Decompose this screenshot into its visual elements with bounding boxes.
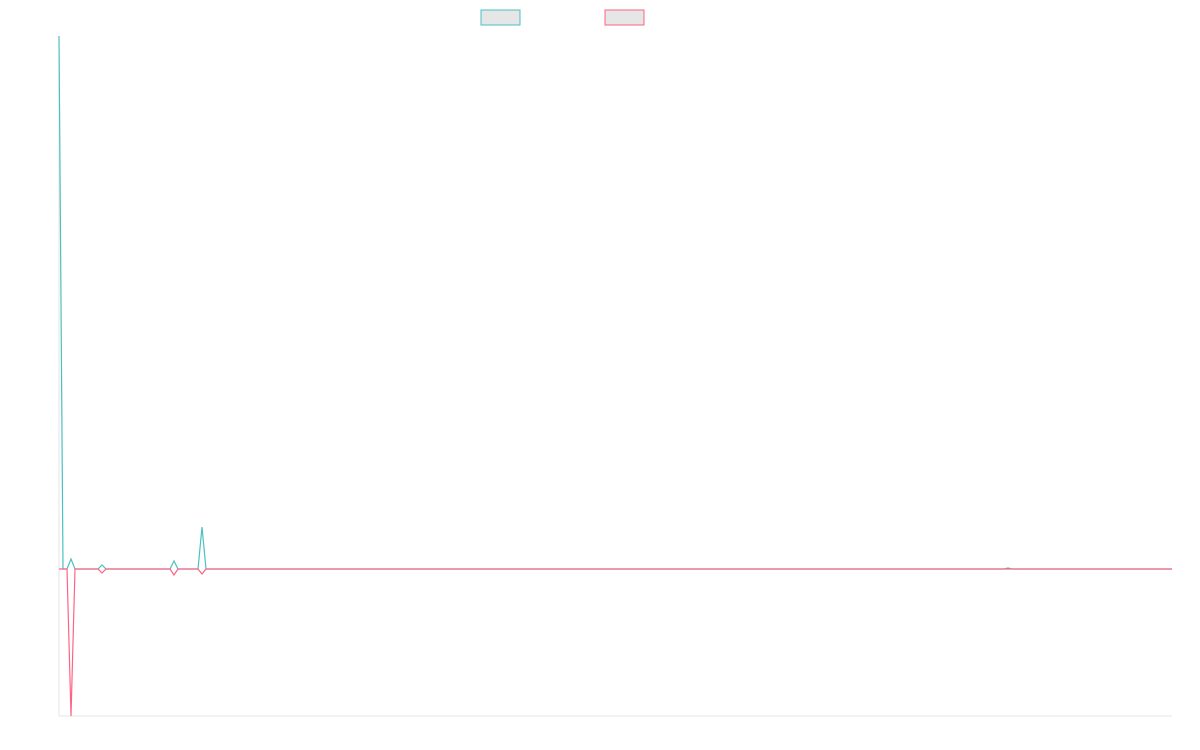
line-series bbox=[58, 35, 1172, 570]
line-series bbox=[59, 568, 1172, 717]
legend bbox=[480, 9, 645, 26]
plot-area bbox=[58, 35, 1172, 717]
legend-swatch bbox=[604, 9, 645, 26]
legend-swatch bbox=[480, 9, 521, 26]
